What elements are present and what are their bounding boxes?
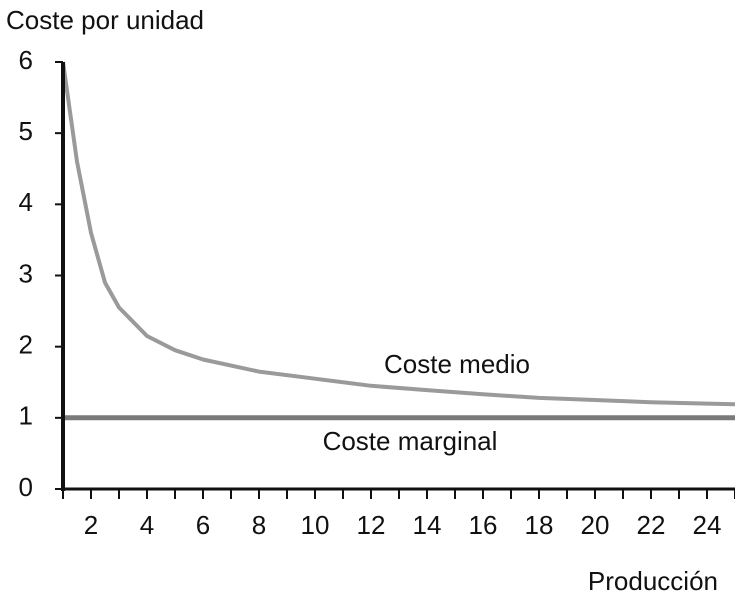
x-tick-label: 14 [413,510,442,540]
x-tick-label: 10 [301,510,330,540]
x-axis-label: Producción [588,566,718,596]
y-tick-label: 0 [19,472,33,502]
x-tick-label: 16 [469,510,498,540]
x-tick-label: 6 [196,510,210,540]
x-tick-label: 22 [637,510,666,540]
x-tick-label: 8 [252,510,266,540]
series-label: Coste medio [384,349,530,379]
series-label: Coste marginal [323,426,498,456]
x-tick-label: 2 [84,510,98,540]
y-tick-label: 6 [19,45,33,75]
x-tick-label: 4 [140,510,154,540]
y-tick-label: 3 [19,258,33,288]
y-tick-label: 5 [19,116,33,146]
x-tick-label: 18 [525,510,554,540]
y-tick-label: 2 [19,330,33,360]
x-tick-label: 20 [581,510,610,540]
y-tick-label: 1 [19,401,33,431]
line-series [61,61,735,407]
x-tick-label: 12 [357,510,386,540]
y-tick-label: 4 [19,187,33,217]
chart-title: Coste por unidad [6,5,204,35]
x-tick-label: 24 [693,510,722,540]
